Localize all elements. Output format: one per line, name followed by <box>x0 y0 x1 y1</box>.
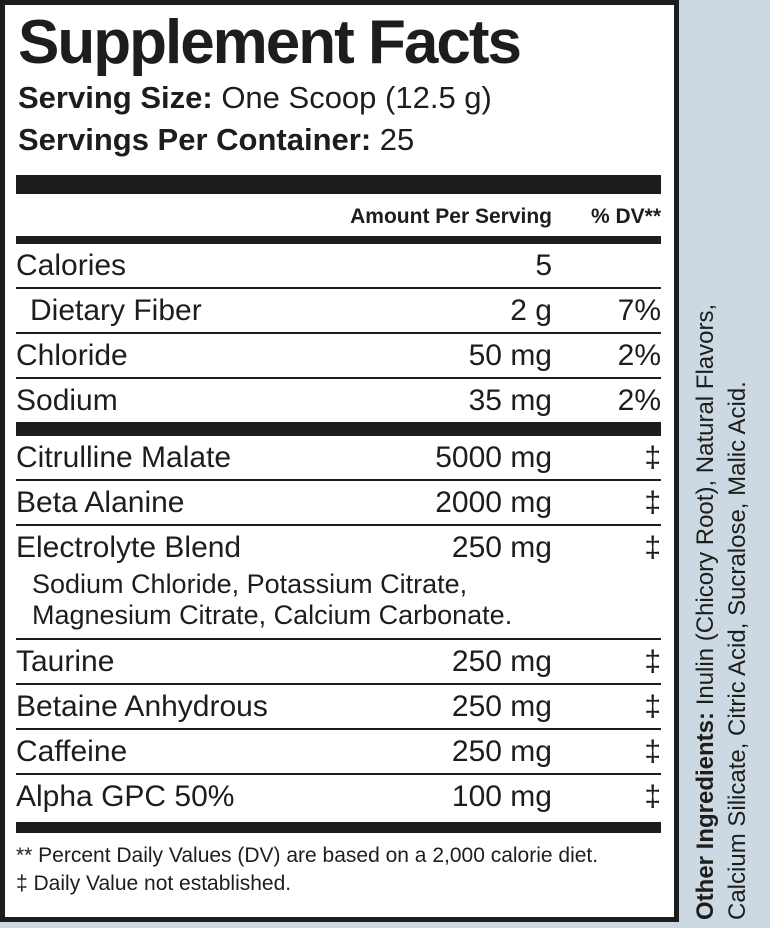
table-row-citrulline-malate: Citrulline Malate 5000 mg ‡ <box>16 436 661 479</box>
servings-per-container: Servings Per Container: 25 <box>18 123 661 157</box>
nutrient-amount: 2 g <box>510 294 552 327</box>
servings-per-container-value: 25 <box>379 122 415 157</box>
section-divider-bar <box>16 175 661 194</box>
ingredient-dv: ‡ <box>644 735 661 768</box>
ingredient-name: Betaine Anhydrous <box>16 690 268 723</box>
nutrient-amount: 35 mg <box>468 384 552 417</box>
section-divider-bar <box>16 422 661 436</box>
table-row-caffeine: Caffeine 250 mg ‡ <box>16 728 661 773</box>
nutrient-dv: 2% <box>617 384 661 417</box>
percent-dv-footnote: ** Percent Daily Values (DV) are based o… <box>16 844 599 867</box>
nutrient-name: Dietary Fiber <box>30 294 202 327</box>
dagger-footnote: ‡ Daily Value not established. <box>16 872 292 895</box>
electrolyte-blend-components: Sodium Chloride, Potassium Citrate, Magn… <box>16 569 661 638</box>
dv-column-header: % DV** <box>590 205 661 228</box>
ingredient-name: Beta Alanine <box>16 486 185 519</box>
ingredient-name: Electrolyte Blend <box>16 531 242 564</box>
ingredient-amount: 100 mg <box>451 780 552 813</box>
servings-per-container-label: Servings Per Container: <box>18 122 372 157</box>
section-divider-bar <box>16 822 661 833</box>
ingredients-section: Citrulline Malate 5000 mg ‡ Beta Alanine… <box>16 436 661 818</box>
ingredient-dv: ‡ <box>644 645 661 678</box>
ingredient-dv: ‡ <box>644 690 661 723</box>
ingredient-dv: ‡ <box>644 531 661 564</box>
table-row-calories: Calories 5 <box>16 244 661 287</box>
ingredient-dv: ‡ <box>644 441 661 474</box>
nutrient-dv: 2% <box>617 339 661 372</box>
nutrient-name: Calories <box>16 249 127 282</box>
other-ingredients-line-1: Other Ingredients: Inulin (Chicory Root)… <box>690 8 722 920</box>
table-row-betaine-anhydrous: Betaine Anhydrous 250 mg ‡ <box>16 683 661 728</box>
table-row-dietary-fiber: Dietary Fiber 2 g 7% <box>16 287 661 332</box>
nutrient-name: Sodium <box>16 384 118 417</box>
ingredient-amount: 250 mg <box>451 531 552 564</box>
serving-size-label: Serving Size: <box>18 80 213 115</box>
nutrient-amount: 5 <box>535 249 552 282</box>
nutrient-dv: 7% <box>617 294 661 327</box>
ingredient-name: Alpha GPC 50% <box>16 780 235 813</box>
ingredient-dv: ‡ <box>644 486 661 519</box>
ingredient-amount: 2000 mg <box>435 486 552 519</box>
nutrient-amount: 50 mg <box>468 339 552 372</box>
other-ingredients-line-1-text: Inulin (Chicory Root), Natural Flavors, <box>692 303 719 712</box>
panel-title: Supplement Facts <box>18 8 522 77</box>
table-column-header: Amount Per Serving % DV** <box>16 194 661 236</box>
ingredient-dv: ‡ <box>644 780 661 813</box>
header-divider-bar <box>16 236 661 244</box>
ingredient-name: Citrulline Malate <box>16 441 232 474</box>
table-row-alpha-gpc: Alpha GPC 50% 100 mg ‡ <box>16 773 661 818</box>
table-row-chloride: Chloride 50 mg 2% <box>16 332 661 377</box>
other-ingredients-vertical-text: Other Ingredients: Inulin (Chicory Root)… <box>690 8 754 920</box>
ingredient-name: Taurine <box>16 645 115 678</box>
ingredient-amount: 250 mg <box>451 690 552 723</box>
supplement-facts-panel: Supplement Facts Serving Size: One Scoop… <box>0 0 679 922</box>
ingredient-amount: 250 mg <box>451 735 552 768</box>
ingredient-amount: 250 mg <box>451 645 552 678</box>
ingredient-name: Caffeine <box>16 735 128 768</box>
footnotes: ** Percent Daily Values (DV) are based o… <box>16 842 661 898</box>
blend-component-line: Magnesium Citrate, Calcium Carbonate. <box>32 600 513 630</box>
serving-size-value: One Scoop (12.5 g) <box>221 80 492 115</box>
blend-component-line: Sodium Chloride, Potassium Citrate, <box>32 569 468 599</box>
serving-size: Serving Size: One Scoop (12.5 g) <box>18 81 661 115</box>
amount-column-header: Amount Per Serving <box>350 205 552 228</box>
table-row-taurine: Taurine 250 mg ‡ <box>16 638 661 683</box>
other-ingredients-line-2: Calcium Silicate, Citric Acid, Sucralose… <box>724 381 751 920</box>
table-row-electrolyte-blend: Electrolyte Blend 250 mg ‡ <box>16 524 661 569</box>
table-row-beta-alanine: Beta Alanine 2000 mg ‡ <box>16 479 661 524</box>
nutrients-section: Calories 5 Dietary Fiber 2 g 7% Chloride… <box>16 244 661 422</box>
other-ingredients-label: Other Ingredients: <box>692 711 719 920</box>
ingredient-amount: 5000 mg <box>435 441 552 474</box>
nutrient-name: Chloride <box>16 339 128 372</box>
table-row-sodium: Sodium 35 mg 2% <box>16 377 661 422</box>
